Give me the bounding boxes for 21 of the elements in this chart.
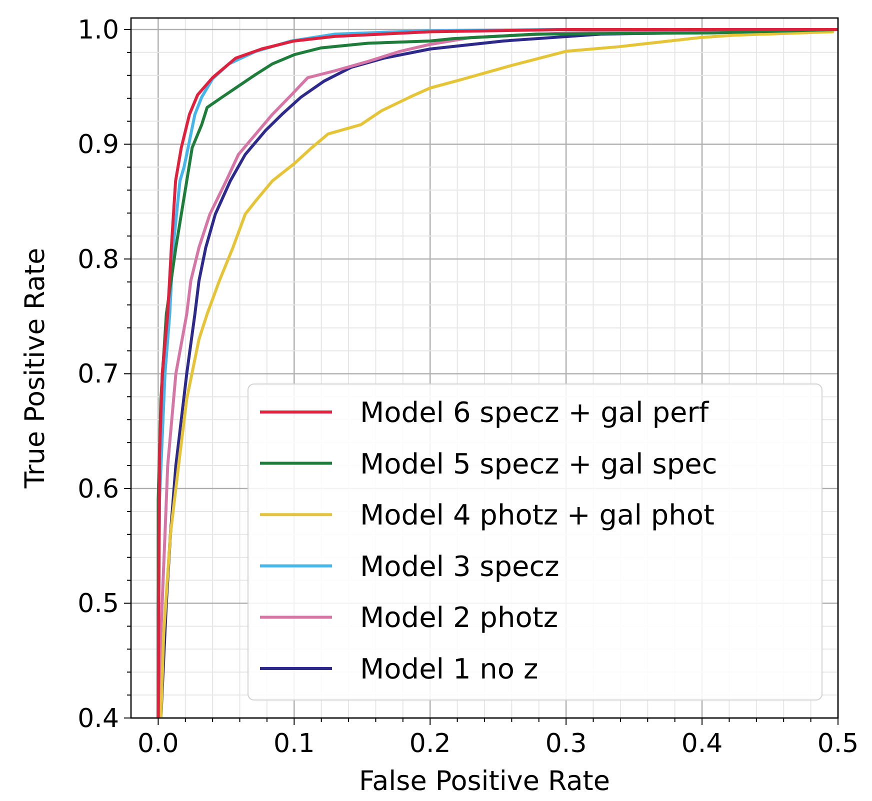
y-tick-label: 1.0 xyxy=(78,15,119,46)
legend-label: Model 3 specz xyxy=(360,550,560,583)
x-tick-label: 0.4 xyxy=(681,729,723,759)
x-axis-title: False Positive Rate xyxy=(359,766,610,797)
legend-label: Model 6 specz + gal perf xyxy=(360,396,710,429)
x-tick-label: 0.1 xyxy=(273,729,315,759)
legend-label: Model 2 photz xyxy=(360,601,558,634)
y-tick-label: 0.4 xyxy=(78,704,119,734)
y-tick-label: 0.5 xyxy=(78,589,119,620)
x-tick-label: 0.3 xyxy=(545,729,587,759)
x-tick-label: 0.0 xyxy=(138,729,179,759)
y-tick-label: 0.7 xyxy=(78,360,119,390)
legend-label: Model 1 no z xyxy=(360,652,538,686)
x-tick-label: 0.5 xyxy=(817,729,859,759)
y-tick-label: 0.6 xyxy=(78,474,119,504)
x-tick-label: 0.2 xyxy=(409,729,451,759)
y-tick-label: 0.8 xyxy=(78,244,119,275)
y-axis-title: True Positive Rate xyxy=(20,248,51,490)
legend-label: Model 5 specz + gal spec xyxy=(360,447,718,480)
y-tick-label: 0.9 xyxy=(78,130,119,160)
legend-label: Model 4 photz + gal phot xyxy=(360,498,715,532)
